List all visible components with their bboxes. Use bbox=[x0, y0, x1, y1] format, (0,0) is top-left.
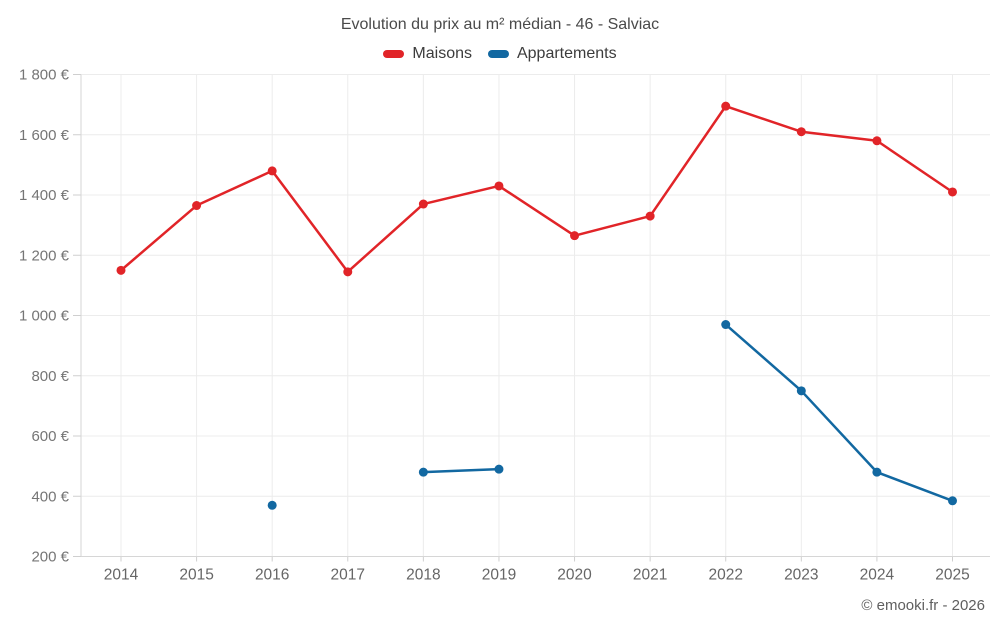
x-tick-label: 2023 bbox=[784, 567, 818, 584]
maisons-point-2021[interactable] bbox=[645, 211, 655, 221]
y-tick-label: 600 € bbox=[31, 428, 69, 445]
y-tick-label: 1 400 € bbox=[19, 187, 70, 204]
appartements-point-2016[interactable] bbox=[267, 500, 277, 510]
x-tick-label: 2018 bbox=[406, 567, 440, 584]
x-tick-label: 2022 bbox=[708, 567, 742, 584]
maisons-point-2022[interactable] bbox=[721, 101, 731, 111]
appartements-swatch-icon bbox=[487, 50, 509, 58]
appartements-line bbox=[724, 323, 954, 503]
x-tick-label: 2014 bbox=[104, 567, 139, 584]
y-tick-label: 400 € bbox=[31, 488, 69, 505]
y-tick-label: 200 € bbox=[31, 549, 69, 566]
y-tick-label: 1 200 € bbox=[19, 247, 70, 264]
x-tick-label: 2016 bbox=[255, 567, 289, 584]
appartements-point-2023[interactable] bbox=[796, 386, 806, 396]
x-tick-label: 2019 bbox=[482, 567, 516, 584]
maisons-point-2017[interactable] bbox=[343, 267, 353, 277]
y-tick-label: 800 € bbox=[31, 368, 69, 385]
chart-title: Evolution du prix au m² médian - 46 - Sa… bbox=[340, 16, 660, 33]
attribution: © emooki.fr - 2026 bbox=[861, 597, 985, 614]
x-tick-label: 2020 bbox=[557, 567, 592, 584]
legend-label-maisons: Maisons bbox=[412, 45, 472, 62]
maisons-point-2018[interactable] bbox=[418, 199, 428, 209]
y-tick-label: 1 600 € bbox=[19, 127, 70, 144]
x-tick-label: 2021 bbox=[633, 567, 667, 584]
x-tick-label: 2015 bbox=[179, 567, 213, 584]
legend-label-appartements: Appartements bbox=[516, 45, 617, 62]
maisons-point-2015[interactable] bbox=[192, 201, 202, 211]
legend: Maisons Appartements bbox=[0, 45, 1000, 63]
maisons-point-2019[interactable] bbox=[494, 181, 504, 191]
legend-item-appartements[interactable]: Appartements bbox=[487, 45, 617, 63]
appartements-point-2024[interactable] bbox=[872, 467, 882, 477]
maisons-point-2023[interactable] bbox=[796, 127, 806, 137]
x-tick-label: 2017 bbox=[331, 567, 365, 584]
appartements-point-2025[interactable] bbox=[948, 496, 957, 506]
maisons-swatch-icon bbox=[383, 50, 405, 58]
x-tick-label: 2024 bbox=[860, 567, 895, 584]
x-tick-label: 2025 bbox=[935, 567, 969, 584]
maisons-point-2020[interactable] bbox=[570, 231, 580, 241]
y-tick-label: 1 000 € bbox=[19, 308, 70, 325]
maisons-line bbox=[119, 104, 954, 274]
maisons-point-2024[interactable] bbox=[872, 136, 882, 146]
maisons-point-2025[interactable] bbox=[948, 187, 957, 197]
appartements-point-2022[interactable] bbox=[721, 320, 731, 330]
appartements-point-2018[interactable] bbox=[418, 467, 428, 477]
maisons-point-2016[interactable] bbox=[267, 166, 277, 176]
y-tick-label: 1 800 € bbox=[19, 67, 70, 84]
appartements-point-2019[interactable] bbox=[494, 464, 504, 474]
maisons-point-2014[interactable] bbox=[116, 265, 126, 275]
legend-item-maisons[interactable]: Maisons bbox=[383, 45, 472, 63]
appartements-line bbox=[422, 467, 501, 474]
